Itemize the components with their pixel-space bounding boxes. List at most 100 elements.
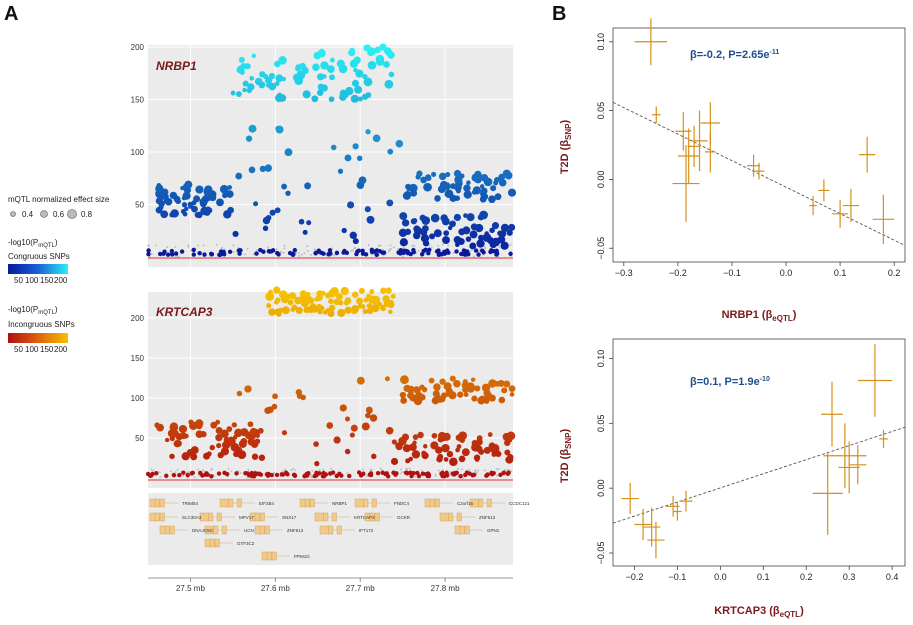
nrbp1-point bbox=[249, 75, 255, 81]
nrbp1-point bbox=[356, 155, 363, 162]
nrbp1-point bbox=[319, 48, 325, 54]
nrbp1-title: NRBP1 bbox=[156, 59, 197, 73]
krtcap3-point bbox=[451, 472, 456, 477]
krtcap3-point bbox=[169, 470, 172, 473]
krtcap3-point bbox=[457, 468, 460, 471]
nrbp1-point bbox=[417, 249, 420, 252]
nrbp1-point bbox=[174, 246, 177, 249]
nrbp1-point bbox=[421, 216, 431, 225]
nrbp1-point bbox=[327, 65, 335, 74]
gene-exon bbox=[159, 498, 165, 508]
krtcap3-point bbox=[505, 471, 511, 476]
krtcap3-mr-point bbox=[838, 441, 860, 494]
krtcap3-point bbox=[391, 439, 397, 445]
nrbp1-point bbox=[477, 250, 480, 253]
nrbp1-point bbox=[441, 243, 444, 246]
nrbp1-point bbox=[267, 246, 270, 249]
nrbp1-point bbox=[226, 190, 234, 198]
krtcap3-point bbox=[290, 293, 296, 299]
nrbp1-point bbox=[248, 124, 257, 133]
krtcap3-mr-y-tick-label: 0.00 bbox=[596, 479, 606, 497]
nrbp1-mr-y-tick-label: 0.00 bbox=[596, 171, 606, 189]
krtcap3-point bbox=[471, 395, 478, 402]
krtcap3-point bbox=[510, 470, 513, 473]
krtcap3-point bbox=[285, 471, 290, 477]
krtcap3-point bbox=[408, 470, 413, 475]
krtcap3-point bbox=[439, 378, 446, 385]
krtcap3-point bbox=[497, 379, 505, 387]
gene-exon bbox=[478, 498, 484, 508]
krtcap3-title: KRTCAP3 bbox=[156, 305, 213, 319]
krtcap3-point bbox=[351, 291, 359, 298]
gene-label: PPM1G bbox=[294, 554, 310, 559]
krtcap3-mr-xlabel-main: KRTCAP3 (β bbox=[714, 605, 780, 617]
krtcap3-mr-ylabel-sub: SNP bbox=[564, 432, 573, 449]
legend-congruous-tick-150: 150 bbox=[40, 276, 54, 285]
nrbp1-point bbox=[191, 247, 196, 253]
nrbp1-mr-annotation-exp: -11 bbox=[770, 49, 780, 56]
krtcap3-point bbox=[333, 436, 341, 444]
nrbp1-point bbox=[281, 183, 288, 190]
nrbp1-point bbox=[238, 248, 243, 253]
nrbp1-point bbox=[383, 61, 390, 68]
nrbp1-point bbox=[302, 229, 308, 235]
legend-size-title: mQTL normalized effect size bbox=[8, 195, 110, 204]
nrbp1-point bbox=[341, 227, 347, 234]
nrbp1-point bbox=[466, 180, 471, 185]
nrbp1-point bbox=[497, 230, 503, 237]
krtcap3-point bbox=[281, 306, 290, 315]
gene-exon bbox=[169, 525, 175, 535]
nrbp1-point bbox=[479, 195, 487, 203]
krtcap3-point bbox=[318, 468, 321, 471]
nrbp1-point bbox=[275, 125, 281, 132]
krtcap3-point bbox=[344, 306, 352, 314]
krtcap3-point bbox=[285, 294, 291, 300]
nrbp1-point bbox=[246, 247, 249, 250]
nrbp1-point bbox=[232, 230, 239, 238]
nrbp1-point bbox=[278, 56, 287, 65]
nrbp1-point bbox=[353, 67, 358, 73]
krtcap3-point bbox=[239, 471, 242, 474]
krtcap3-point bbox=[152, 469, 155, 472]
nrbp1-point bbox=[362, 74, 368, 80]
krtcap3-point bbox=[209, 468, 212, 471]
krtcap3-point bbox=[455, 434, 463, 442]
gene-exon bbox=[236, 498, 242, 508]
krtcap3-point bbox=[333, 298, 340, 306]
gene-exon bbox=[154, 498, 160, 508]
nrbp1-mr-point bbox=[691, 110, 708, 172]
nrbp1-point bbox=[313, 248, 316, 251]
gene-exon bbox=[363, 498, 369, 508]
krtcap3-point bbox=[420, 469, 423, 472]
nrbp1-point bbox=[413, 231, 421, 240]
nrbp1-point bbox=[180, 208, 187, 214]
krtcap3-point bbox=[308, 297, 315, 304]
krtcap3-point bbox=[164, 437, 170, 443]
gene-exon bbox=[159, 512, 165, 522]
gene-label: IFT172 bbox=[359, 528, 374, 533]
gene-exon bbox=[214, 538, 220, 548]
krtcap3-y-tick-label: 200 bbox=[131, 314, 145, 323]
krtcap3-point bbox=[317, 309, 323, 315]
nrbp1-mr-x-tick-label: −0.1 bbox=[723, 268, 741, 278]
nrbp1-point bbox=[275, 248, 278, 251]
nrbp1-point bbox=[379, 43, 387, 51]
nrbp1-point bbox=[161, 251, 166, 256]
krtcap3-y-tick-label: 50 bbox=[135, 434, 144, 443]
nrbp1-point bbox=[336, 59, 345, 68]
krtcap3-point bbox=[273, 471, 276, 474]
nrbp1-point bbox=[242, 87, 247, 93]
nrbp1-mr-xlabel: NRBP1 (βeQTL) bbox=[722, 309, 797, 323]
krtcap3-mr-point bbox=[679, 490, 693, 512]
krtcap3-mr-point bbox=[821, 381, 843, 447]
legend-incongruous-tick-200: 200 bbox=[54, 345, 68, 354]
krtcap3-point bbox=[385, 474, 391, 479]
krtcap3-point bbox=[326, 422, 334, 429]
nrbp1-point bbox=[174, 255, 177, 258]
nrbp1-point bbox=[358, 176, 367, 185]
krtcap3-point bbox=[437, 453, 444, 460]
nrbp1-point bbox=[302, 90, 311, 99]
legend-pval-congruous: -log10(PmQTL) bbox=[8, 238, 58, 249]
krtcap3-point bbox=[150, 468, 153, 471]
krtcap3-point bbox=[442, 432, 451, 441]
